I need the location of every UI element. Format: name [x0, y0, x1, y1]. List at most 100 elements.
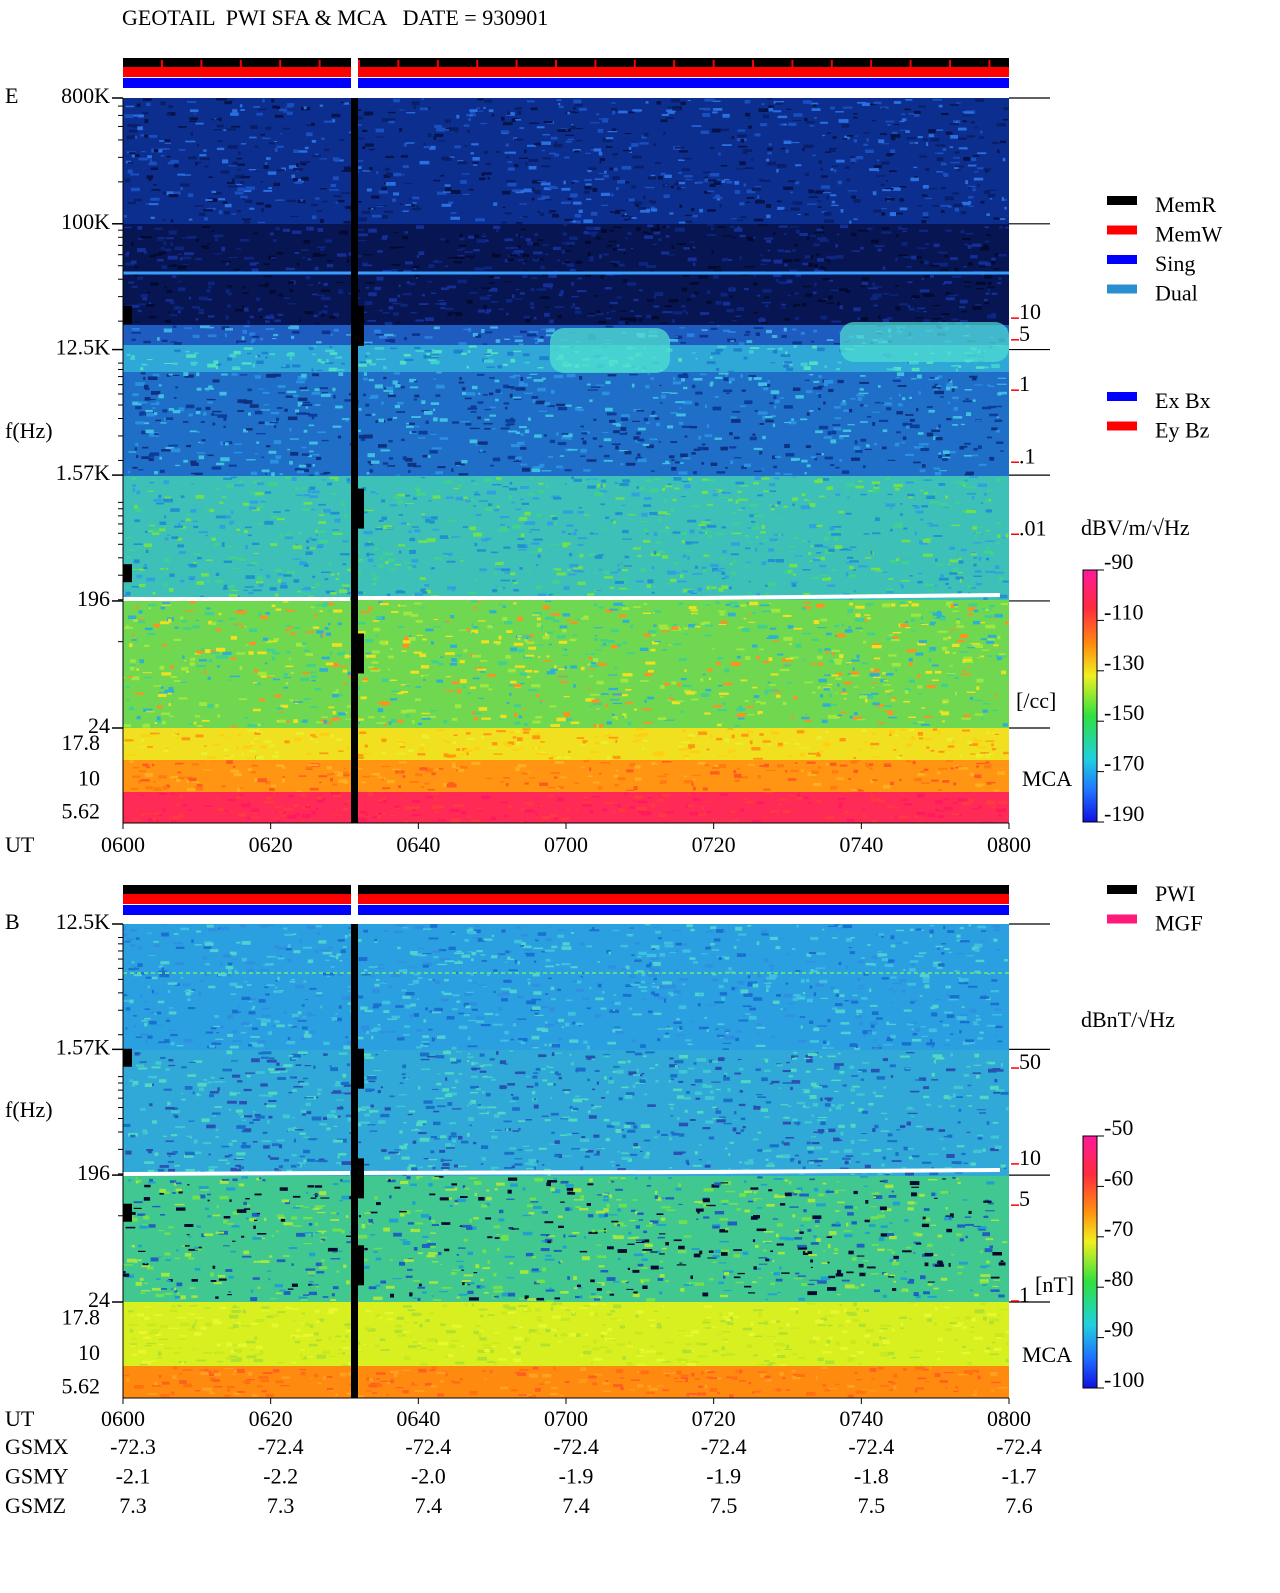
spectrogram-pixel — [881, 227, 889, 230]
spectrogram-pixel — [401, 650, 407, 652]
spectrogram-pixel — [775, 278, 779, 282]
spectrogram-pixel — [602, 137, 606, 140]
spectrogram-pixel — [467, 129, 470, 133]
spectrogram-pixel — [848, 625, 851, 629]
spectrogram-pixel — [304, 649, 310, 652]
spectrogram-pixel — [534, 233, 539, 237]
spectrogram-pixel — [561, 530, 566, 534]
spectrogram-pixel — [340, 553, 350, 556]
spectrogram-pixel — [266, 157, 271, 160]
spectrogram-pixel — [484, 408, 491, 411]
spectrogram-pixel — [625, 702, 634, 705]
spectrogram-pixel — [1003, 198, 1008, 201]
spectrogram-pixel — [742, 149, 753, 152]
spectrogram-pixel — [584, 185, 592, 190]
spectrogram-pixel — [191, 625, 200, 629]
spectrogram-pixel — [365, 654, 376, 658]
spectrogram-pixel — [475, 514, 482, 517]
spectrogram-pixel — [665, 485, 673, 488]
spectrogram-pixel — [820, 315, 827, 320]
spectrogram-pixel — [481, 538, 488, 542]
spectrogram-pixel — [308, 424, 315, 427]
spectrogram-pixel — [425, 420, 429, 424]
spectrogram-pixel — [972, 155, 980, 157]
spectrogram-pixel — [989, 413, 999, 417]
spectrogram-pixel — [507, 668, 516, 673]
spectrogram-pixel — [692, 384, 696, 389]
spectrogram-pixel — [586, 198, 592, 201]
spectrogram-pixel — [808, 540, 811, 543]
spectrogram-pixel — [455, 496, 464, 501]
spectrogram-pixel — [264, 162, 268, 165]
spectrogram-pixel — [330, 591, 337, 595]
spectrogram-pixel — [749, 592, 753, 594]
spectrogram-pixel — [146, 413, 155, 417]
spectrogram-pixel — [704, 604, 711, 606]
spectrogram-pixel — [173, 306, 181, 310]
spectrogram-pixel — [178, 126, 187, 128]
spectrogram-pixel — [311, 368, 314, 372]
spectrogram-pixel — [150, 167, 158, 170]
spectrogram-pixel — [235, 163, 245, 166]
spectrogram-pixel — [195, 715, 201, 718]
spectrogram-pixel — [567, 569, 571, 571]
spectrogram-pixel — [398, 626, 404, 628]
spectrogram-pixel — [850, 674, 860, 677]
spectrogram-pixel — [537, 554, 541, 558]
spectrogram-pixel — [663, 498, 667, 503]
spectrogram-pixel — [172, 325, 177, 328]
spectrogram-pixel — [416, 492, 426, 496]
spectrogram-pixel — [718, 692, 729, 695]
spectrogram-pixel — [215, 655, 224, 659]
spectrogram-pixel — [829, 147, 839, 149]
spectrogram-pixel — [871, 567, 881, 571]
spectrogram-pixel — [126, 698, 130, 702]
spectrogram-pixel — [182, 655, 185, 659]
spectrogram-pixel — [444, 119, 451, 123]
spectrogram-pixel — [462, 685, 466, 689]
spectrogram-pixel — [263, 263, 270, 265]
spectrogram-pixel — [683, 633, 689, 636]
spectrogram-pixel — [281, 582, 287, 587]
spectrogram-pixel — [826, 339, 834, 341]
spectrogram-pixel — [421, 513, 426, 516]
spectrogram-pixel — [698, 523, 706, 527]
spectrogram-pixel — [636, 410, 645, 412]
spectrogram-pixel — [169, 525, 172, 528]
spectrogram-pixel — [364, 143, 374, 147]
spectrogram-pixel — [890, 507, 893, 509]
spectrogram-pixel — [378, 557, 383, 560]
spectrogram-pixel — [516, 459, 519, 462]
spectrogram-pixel — [637, 555, 642, 557]
spectrogram-pixel — [730, 662, 741, 666]
spectrogram-pixel — [924, 583, 934, 586]
spectrogram-pixel — [269, 353, 276, 356]
spectrogram-pixel — [272, 338, 277, 340]
spectrogram-pixel — [623, 181, 630, 184]
spectrogram-pixel — [877, 248, 882, 252]
spectrogram-pixel — [809, 560, 813, 562]
spectrogram-pixel — [332, 387, 336, 392]
spectrogram-pixel — [570, 665, 578, 669]
spectrogram-pixel — [142, 446, 149, 449]
spectrogram-pixel — [863, 694, 872, 697]
spectrogram-pixel — [548, 456, 553, 458]
spectrogram-pixel — [460, 560, 464, 562]
spectrogram-pixel — [731, 218, 737, 220]
spectrogram-pixel — [188, 296, 191, 300]
spectrogram-pixel — [934, 491, 937, 496]
spectrogram-pixel — [540, 296, 550, 299]
spectrogram-pixel — [256, 433, 266, 435]
spectrogram-pixel — [528, 531, 532, 533]
spectrogram-pixel — [178, 149, 186, 151]
spectrogram-pixel — [294, 252, 300, 254]
spectrogram-pixel — [260, 208, 264, 212]
spectrogram-pixel — [139, 411, 146, 415]
spectrogram-pixel — [578, 209, 583, 213]
spectrogram-pixel — [300, 468, 309, 472]
spectrogram-pixel — [849, 566, 854, 570]
spectrogram-pixel — [864, 448, 872, 450]
spectrogram-pixel — [647, 176, 657, 180]
spectrogram-pixel — [778, 533, 781, 536]
spectrogram-pixel — [585, 152, 591, 154]
